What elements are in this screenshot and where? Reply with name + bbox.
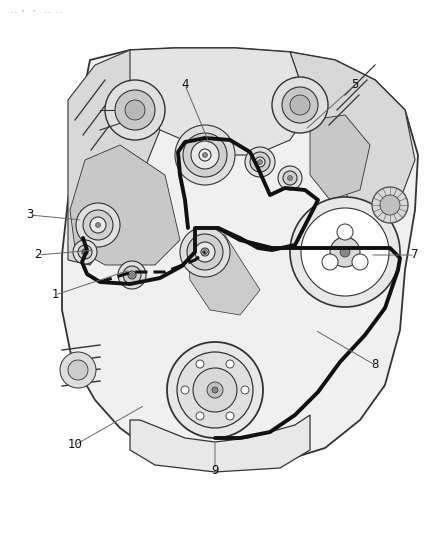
Polygon shape <box>310 115 370 200</box>
Circle shape <box>290 197 400 307</box>
Polygon shape <box>70 145 180 265</box>
Polygon shape <box>130 48 310 155</box>
Circle shape <box>187 234 223 270</box>
Circle shape <box>82 249 88 254</box>
Circle shape <box>128 271 136 279</box>
Text: 5: 5 <box>351 78 359 92</box>
Circle shape <box>330 237 360 267</box>
Circle shape <box>226 360 234 368</box>
Circle shape <box>250 152 270 172</box>
Circle shape <box>175 125 235 185</box>
Text: 4: 4 <box>181 78 189 92</box>
Text: 10: 10 <box>67 439 82 451</box>
Circle shape <box>82 249 88 255</box>
Text: 7: 7 <box>411 248 419 262</box>
Circle shape <box>193 368 237 412</box>
Circle shape <box>68 360 88 380</box>
Circle shape <box>76 203 120 247</box>
Polygon shape <box>68 50 170 265</box>
Circle shape <box>322 254 338 270</box>
Circle shape <box>337 224 353 240</box>
Text: 1: 1 <box>51 288 59 302</box>
Circle shape <box>95 222 100 228</box>
Circle shape <box>177 352 253 428</box>
Circle shape <box>202 249 208 254</box>
Circle shape <box>258 159 262 165</box>
Circle shape <box>130 272 134 278</box>
Circle shape <box>201 248 209 256</box>
Circle shape <box>90 217 106 233</box>
Circle shape <box>283 171 297 185</box>
Circle shape <box>372 187 408 223</box>
Circle shape <box>207 382 223 398</box>
Circle shape <box>287 175 293 181</box>
Circle shape <box>195 242 215 262</box>
Circle shape <box>191 141 219 169</box>
Circle shape <box>278 166 302 190</box>
Circle shape <box>180 227 230 277</box>
Circle shape <box>272 77 328 133</box>
Circle shape <box>196 360 204 368</box>
Circle shape <box>301 208 389 296</box>
Polygon shape <box>290 52 415 240</box>
Circle shape <box>226 412 234 420</box>
Circle shape <box>196 412 204 420</box>
Text: 3: 3 <box>26 208 34 222</box>
Circle shape <box>118 261 146 289</box>
Circle shape <box>352 254 368 270</box>
Text: 9: 9 <box>211 464 219 477</box>
Circle shape <box>78 245 92 259</box>
Circle shape <box>380 195 400 215</box>
Polygon shape <box>62 48 418 468</box>
Circle shape <box>181 386 189 394</box>
Text: -- "  "  -- --: -- " " -- -- <box>10 10 63 15</box>
Polygon shape <box>188 230 260 315</box>
Circle shape <box>255 157 265 167</box>
Circle shape <box>73 240 97 264</box>
Circle shape <box>123 266 141 284</box>
Circle shape <box>167 342 263 438</box>
Circle shape <box>105 80 165 140</box>
Circle shape <box>83 210 113 240</box>
Circle shape <box>245 147 275 177</box>
Circle shape <box>115 90 155 130</box>
Circle shape <box>212 387 218 393</box>
Text: 8: 8 <box>371 359 379 372</box>
Circle shape <box>199 149 211 161</box>
Circle shape <box>340 247 350 257</box>
Circle shape <box>282 87 318 123</box>
Circle shape <box>60 352 96 388</box>
Circle shape <box>241 386 249 394</box>
Circle shape <box>125 100 145 120</box>
Text: 2: 2 <box>34 248 42 262</box>
Circle shape <box>290 95 310 115</box>
Circle shape <box>202 152 208 157</box>
Polygon shape <box>130 415 310 472</box>
Circle shape <box>183 133 227 177</box>
